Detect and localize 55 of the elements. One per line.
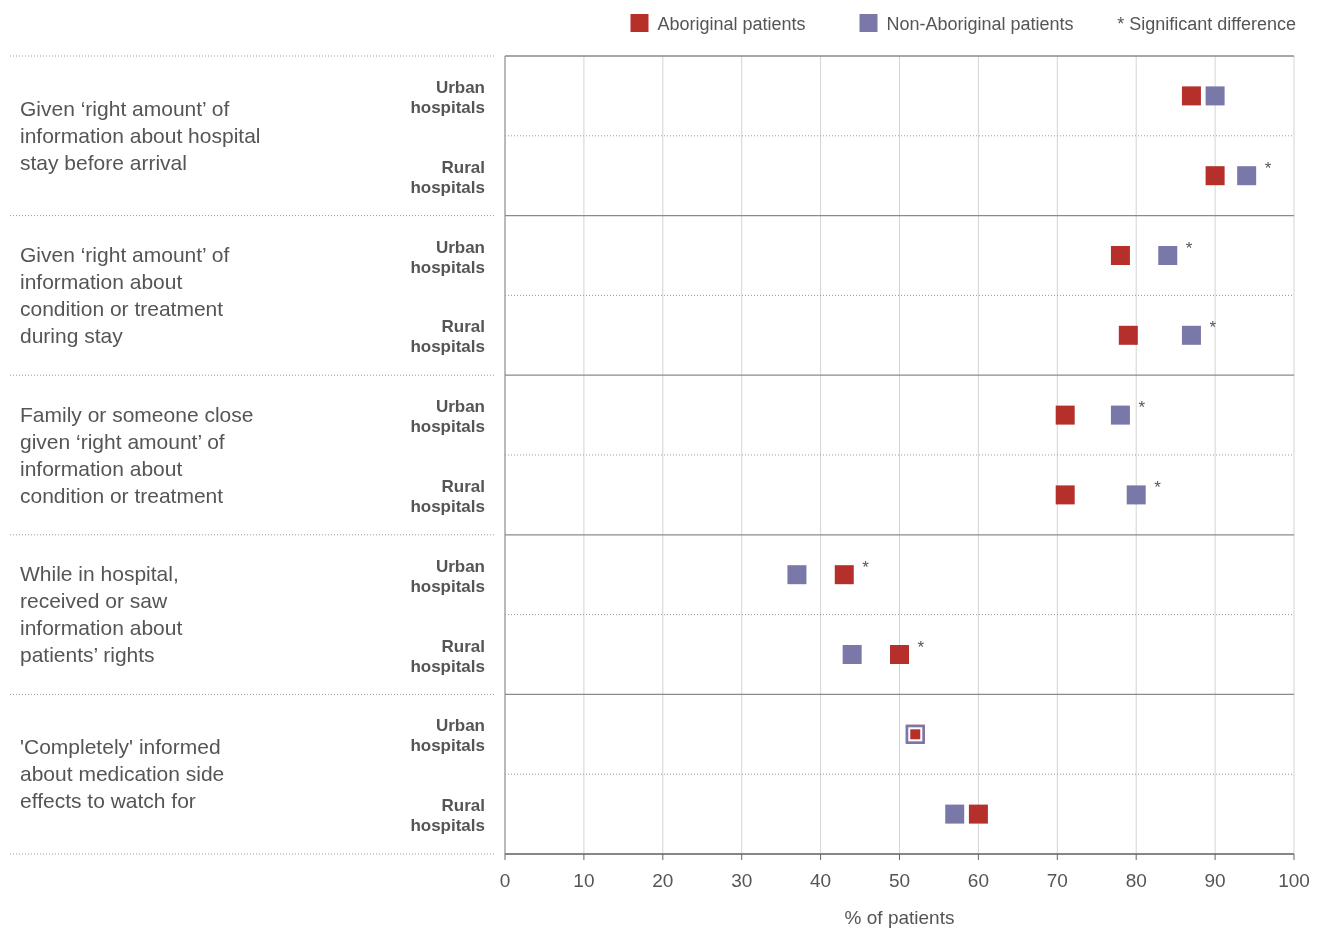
legend-label: Non-Aboriginal patients [886,14,1074,34]
y-tick-label: Rural hospitals [410,317,485,357]
point [1055,405,1075,425]
point [890,645,909,664]
text: Family or someone close given ‘right amount’ of information about condition or treatment [20,402,254,507]
y-tick-label: Rural hospitals [410,796,485,836]
point [1158,246,1178,265]
data-label: * [1185,238,1193,258]
point [1205,166,1225,186]
x-tick-label: 10 [573,870,595,891]
legend-label: Aboriginal patients [657,14,806,34]
x-tick-label: 50 [888,870,911,891]
y-tick-label: Rural hospitals [410,476,485,516]
y-tick-label: Rural hospitals [410,157,485,197]
y-tick-label: Urban hospitals [410,397,485,437]
data-label: * [1138,398,1146,418]
text: 'Completely' informed about medication side effects to watch for [20,735,225,813]
point [1205,86,1225,106]
x-tick-label: 0 [499,870,511,891]
point [834,565,854,585]
x-tick-label: 100 [1278,870,1310,891]
text: Given ‘right amount’ of information about hospital stay before arrival [20,96,261,174]
y-tick-label: Urban hospitals [410,716,485,756]
y-tick-label: Rural hospitals [410,636,485,676]
point [842,645,862,664]
x-tick-label: 20 [652,870,674,891]
text: * Significant difference [1117,14,1296,34]
x-tick-label: 40 [810,870,832,891]
x-axis-title: % of patients [844,907,955,928]
point [1181,325,1201,345]
text: While in hospital, received or saw information about patients’ rights [20,562,183,667]
point [1110,405,1130,425]
y-tick-label: Urban hospitals [410,556,485,596]
data-label: * [1264,158,1272,178]
y-tick-label: Urban hospitals [410,77,485,117]
point [1110,246,1130,265]
point [945,804,965,824]
x-tick-label: 90 [1204,870,1226,891]
point [1181,86,1201,106]
data-label: * [917,637,925,657]
point [968,804,988,824]
text: Given ‘right amount’ of information about condition or treatment during stay [20,242,230,347]
point [1118,325,1138,345]
x-tick-label: 30 [731,870,753,891]
point [1237,166,1257,186]
x-tick-label: 70 [1046,870,1068,891]
data-label: * [1209,318,1217,338]
point [1126,485,1146,505]
point [1055,485,1075,505]
data-label: * [862,557,870,577]
x-tick-label: 80 [1125,870,1147,891]
data-label: * [1154,477,1162,497]
x-tick-label: 60 [967,870,989,891]
y-tick-label: Urban hospitals [410,237,485,277]
point [787,565,807,585]
